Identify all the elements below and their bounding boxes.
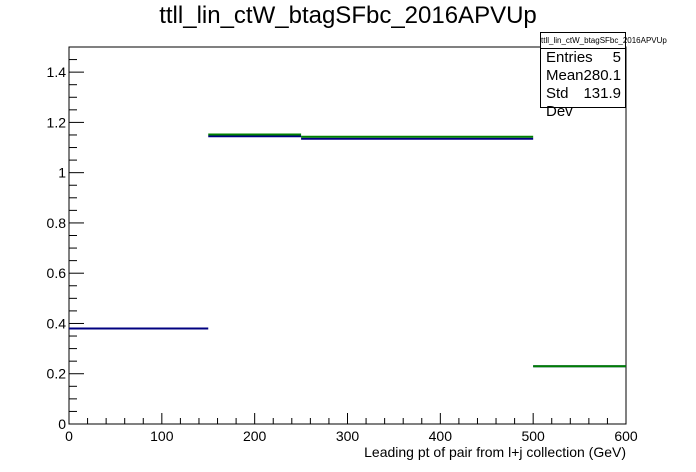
y-axis-ticks: 0 0.2 0.4 0.6 0.8 1 1.2 1.4 [47, 46, 84, 432]
x-axis-ticks: 0 100 200 300 400 500 600 [65, 413, 638, 444]
stats-box-title: ttll_lin_ctW_btagSFbc_2016APVUp [541, 33, 667, 49]
stats-box: ttll_lin_ctW_btagSFbc_2016APVUp Entries … [540, 32, 667, 120]
stats-mean-label: Mean [546, 67, 584, 84]
y-tick-label: 1.4 [47, 64, 67, 80]
stats-entries-value: 5 [612, 49, 621, 66]
x-tick-label: 0 [65, 428, 73, 444]
y-tick-label: 1 [58, 165, 66, 181]
stats-stddev-label: Std Dev [546, 85, 573, 120]
stats-row-mean: Mean 280.1 [541, 67, 625, 85]
stats-entries-label: Entries [546, 49, 593, 66]
x-tick-label: 300 [336, 428, 360, 444]
y-tick-label: 0.6 [47, 265, 67, 281]
y-tick-label: 0.2 [47, 366, 67, 382]
histogram-series [69, 133, 626, 368]
stats-row-entries: Entries 5 [541, 49, 625, 67]
x-tick-label: 400 [429, 428, 453, 444]
x-tick-label: 200 [243, 428, 267, 444]
y-tick-label: 0.8 [47, 215, 67, 231]
x-tick-label: 100 [150, 428, 174, 444]
y-tick-label: 0.4 [47, 315, 67, 331]
stats-stddev-value: 131.9 [583, 85, 621, 102]
chart-title: ttll_lin_ctW_btagSFbc_2016APVUp [159, 2, 537, 29]
x-tick-label: 600 [614, 428, 638, 444]
y-tick-label: 0 [58, 416, 66, 432]
x-axis-label: Leading pt of pair from l+j collection (… [364, 444, 626, 460]
x-tick-label: 500 [521, 428, 545, 444]
stats-mean-value: 280.1 [583, 67, 622, 84]
y-tick-label: 1.2 [47, 114, 67, 130]
stats-row-stddev: Std Dev 131.9 [541, 85, 625, 121]
